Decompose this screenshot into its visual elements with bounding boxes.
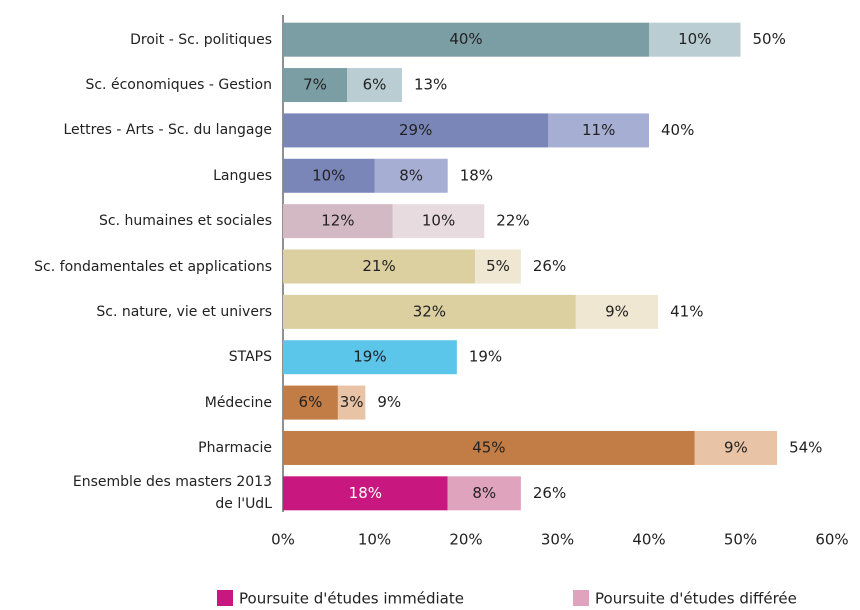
bar-segment (283, 22, 649, 57)
total-label: 26% (533, 257, 566, 275)
value-label: 3% (340, 393, 364, 411)
y-tick-label: Sc. économiques - Gestion (85, 77, 272, 94)
value-label: 5% (486, 257, 510, 275)
x-tick-label: 40% (632, 531, 665, 549)
total-label: 41% (670, 302, 703, 320)
bar-segment (283, 158, 375, 193)
value-label: 18% (349, 484, 382, 502)
total-label: 9% (377, 393, 401, 411)
y-tick-label: Sc. nature, vie et univers (96, 303, 272, 320)
bar-segment (337, 385, 366, 420)
y-tick-label: Langues (213, 167, 272, 184)
bar-segment (283, 340, 457, 375)
x-tick-label: 20% (449, 531, 482, 549)
value-label: 45% (472, 438, 505, 456)
value-label: 40% (449, 30, 482, 48)
bar-segment (447, 476, 521, 511)
bar-segment (283, 294, 576, 329)
x-tick-label: 60% (815, 531, 848, 549)
value-label: 9% (724, 438, 748, 456)
value-label: 9% (605, 302, 629, 320)
total-label: 22% (496, 212, 529, 230)
value-label: 10% (422, 212, 455, 230)
value-label: 8% (399, 166, 423, 184)
value-label: 11% (582, 121, 615, 139)
y-tick-label: Ensemble des masters 2013 de l'UdL (72, 474, 272, 513)
legend-label: Poursuite d'études immédiate (239, 590, 464, 608)
total-label: 40% (661, 121, 694, 139)
value-label: 21% (362, 257, 395, 275)
total-label: 13% (414, 76, 447, 94)
total-label: 19% (469, 348, 502, 366)
x-tick-label: 10% (358, 531, 391, 549)
legend-label: Poursuite d'études différée (595, 590, 797, 608)
legend-swatch (217, 590, 233, 606)
bar-segment (283, 113, 549, 148)
value-label: 6% (363, 76, 387, 94)
value-label: 10% (678, 30, 711, 48)
total-label: 26% (533, 484, 566, 502)
bar-segment (548, 113, 649, 148)
bar-segment (283, 430, 695, 465)
bar-segment (475, 249, 521, 284)
x-tick-label: 30% (541, 531, 574, 549)
total-label: 18% (460, 166, 493, 184)
y-tick-label: Médecine (204, 394, 272, 411)
bar-segment (283, 68, 348, 103)
x-tick-label: 0% (271, 531, 295, 549)
bar-segment (575, 294, 659, 329)
total-label: 54% (789, 438, 822, 456)
legend-swatch (573, 590, 589, 606)
x-tick-label: 50% (724, 531, 757, 549)
value-label: 32% (413, 302, 446, 320)
y-tick-label: Droit - Sc. politiques (130, 31, 272, 48)
bar-segment (392, 204, 485, 239)
y-tick-label: Lettres - Arts - Sc. du langage (63, 122, 272, 139)
value-label: 10% (312, 166, 345, 184)
y-tick-label: STAPS (228, 349, 272, 366)
value-label: 8% (472, 484, 496, 502)
y-tick-label: Pharmacie (198, 439, 272, 456)
value-label: 12% (321, 212, 354, 230)
bar-segment (694, 430, 778, 465)
bar-segment (347, 68, 402, 103)
bar-segment (283, 385, 338, 420)
y-tick-label: Sc. fondamentales et applications (34, 258, 272, 275)
total-label: 50% (753, 30, 786, 48)
value-label: 29% (399, 121, 432, 139)
value-label: 6% (299, 393, 323, 411)
bar-segment (283, 476, 448, 511)
value-label: 7% (303, 76, 327, 94)
y-tick-label: Sc. humaines et sociales (99, 213, 272, 230)
bar-segment (374, 158, 448, 193)
bar-segment (283, 204, 393, 239)
bar-segment (283, 249, 476, 284)
bar-segment (649, 22, 741, 57)
value-label: 19% (353, 348, 386, 366)
